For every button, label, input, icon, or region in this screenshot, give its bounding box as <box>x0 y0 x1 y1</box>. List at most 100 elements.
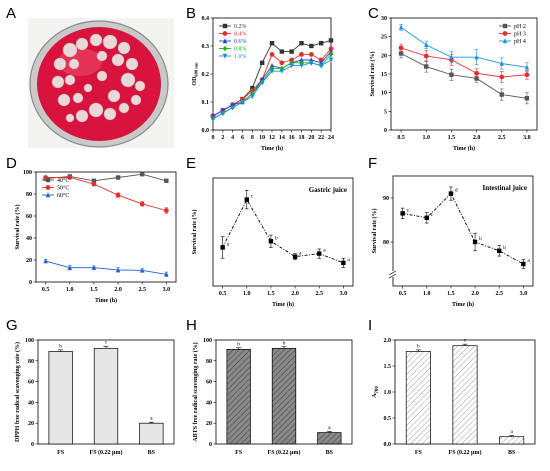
data-point <box>279 69 285 74</box>
data-point <box>269 69 275 74</box>
legend-marker <box>45 185 51 190</box>
data-point <box>398 45 404 51</box>
y-axis-label: A700 <box>372 386 380 398</box>
data-point <box>499 92 504 97</box>
y-axis-label: Survival rate (%) <box>191 210 198 255</box>
petri-dish-photo <box>28 18 174 148</box>
significance-letter: a <box>510 429 513 435</box>
data-point <box>328 57 334 63</box>
significance-letter: a <box>328 425 331 431</box>
category-label: BS <box>148 450 156 456</box>
x-tick-label: 2.0 <box>114 287 122 293</box>
data-point <box>164 271 169 277</box>
series-line-3 <box>45 260 167 275</box>
x-tick-label: 2.5 <box>498 135 506 141</box>
y-tick-label: 15 <box>381 72 387 78</box>
data-point <box>269 62 275 68</box>
data-point <box>328 51 334 58</box>
chart-b: 0 2 4 6 8 10 12 14 16 18 20 22 240.00.10.20.30.4Time… <box>192 16 334 152</box>
data-point <box>289 57 295 63</box>
data-point <box>299 41 304 46</box>
axis-break-gap <box>390 271 396 277</box>
data-point <box>210 116 216 122</box>
y-tick-label: 10 <box>381 91 387 97</box>
series-line-1 <box>222 198 344 264</box>
significance-letter: c <box>251 194 254 200</box>
y-tick-label: 2.0 <box>384 338 392 344</box>
axis-break-mark <box>388 273 397 279</box>
y-tick-label: 20 <box>381 53 387 59</box>
colony-17 <box>107 89 121 103</box>
data-point <box>220 111 226 116</box>
significance-letter: b <box>275 235 278 241</box>
y-tick-label: 80 <box>383 240 389 246</box>
y-tick-label: 100 <box>25 338 34 344</box>
data-point <box>115 267 121 273</box>
bar-1 <box>226 349 251 445</box>
colony-11 <box>64 74 76 86</box>
category-label: FS (0.22 μm) <box>268 449 301 456</box>
significance-letter: c <box>407 207 410 213</box>
y-tick-label: 100 <box>203 338 212 344</box>
data-point <box>250 85 255 91</box>
panel-letter-h: H <box>186 317 197 334</box>
bar-1 <box>405 351 431 445</box>
legend-label: pH 3 <box>514 32 526 38</box>
x-tick-label: 22 <box>318 135 324 141</box>
data-point <box>328 48 334 54</box>
series-line-2 <box>45 177 167 211</box>
y-tick-label: 60 <box>206 380 212 386</box>
data-point <box>67 265 72 270</box>
panel-letter-d: D <box>6 155 17 172</box>
y-tick-label: 1.0 <box>384 390 392 396</box>
category-label: FS (0.22 μm) <box>449 449 482 456</box>
significance-letter: a <box>347 257 350 263</box>
significance-letter: b <box>503 245 506 251</box>
data-point <box>448 191 454 196</box>
significance-letter: c <box>431 212 434 218</box>
colony-2 <box>75 37 89 51</box>
data-point <box>279 60 285 66</box>
x-tick-label: 4 <box>231 135 234 141</box>
data-point <box>424 64 429 69</box>
data-point <box>424 215 429 220</box>
legend-label: 0.6% <box>234 39 247 45</box>
colony-4 <box>102 34 118 50</box>
legend-label: pH 4 <box>514 39 526 45</box>
data-point <box>220 245 225 250</box>
data-point <box>449 54 454 60</box>
significance-letter: c <box>464 338 467 344</box>
data-point <box>521 261 526 267</box>
series-line-1 <box>400 53 527 99</box>
category-label: FS <box>235 450 243 456</box>
data-point <box>309 43 314 49</box>
panel-letter-a: A <box>6 5 16 22</box>
y-tick-label: 20 <box>26 258 32 264</box>
panel-letter-c: C <box>368 5 379 22</box>
y-axis-label: DPPH free radical scavenging rate (%) <box>14 342 21 442</box>
data-point <box>318 63 324 69</box>
y-tick-label: 25 <box>381 35 387 41</box>
data-point <box>497 248 502 253</box>
data-point <box>472 239 478 245</box>
legend-label: 40°C <box>57 177 69 184</box>
y-axis-label: Survival rate (%) <box>371 209 378 254</box>
data-point <box>268 239 274 244</box>
significance-letter: d <box>455 188 458 194</box>
colony-19 <box>75 109 89 123</box>
x-tick-label: 1.0 <box>422 135 430 141</box>
y-tick-label: 0.1 <box>202 100 210 106</box>
y-tick-label: 0.4 <box>202 16 210 22</box>
colony-18 <box>88 102 104 118</box>
bar-2 <box>93 347 119 445</box>
panel-letter-e: E <box>186 155 196 172</box>
x-tick-label: 20 <box>308 135 314 141</box>
data-point <box>299 60 304 66</box>
y-tick-label: 20 <box>206 421 212 427</box>
significance-letter: a <box>150 416 153 422</box>
colony-14 <box>57 93 71 107</box>
x-tick-label: 3.0 <box>163 287 171 293</box>
panel-letter-b: B <box>186 5 196 22</box>
series-line-1 <box>45 173 167 182</box>
